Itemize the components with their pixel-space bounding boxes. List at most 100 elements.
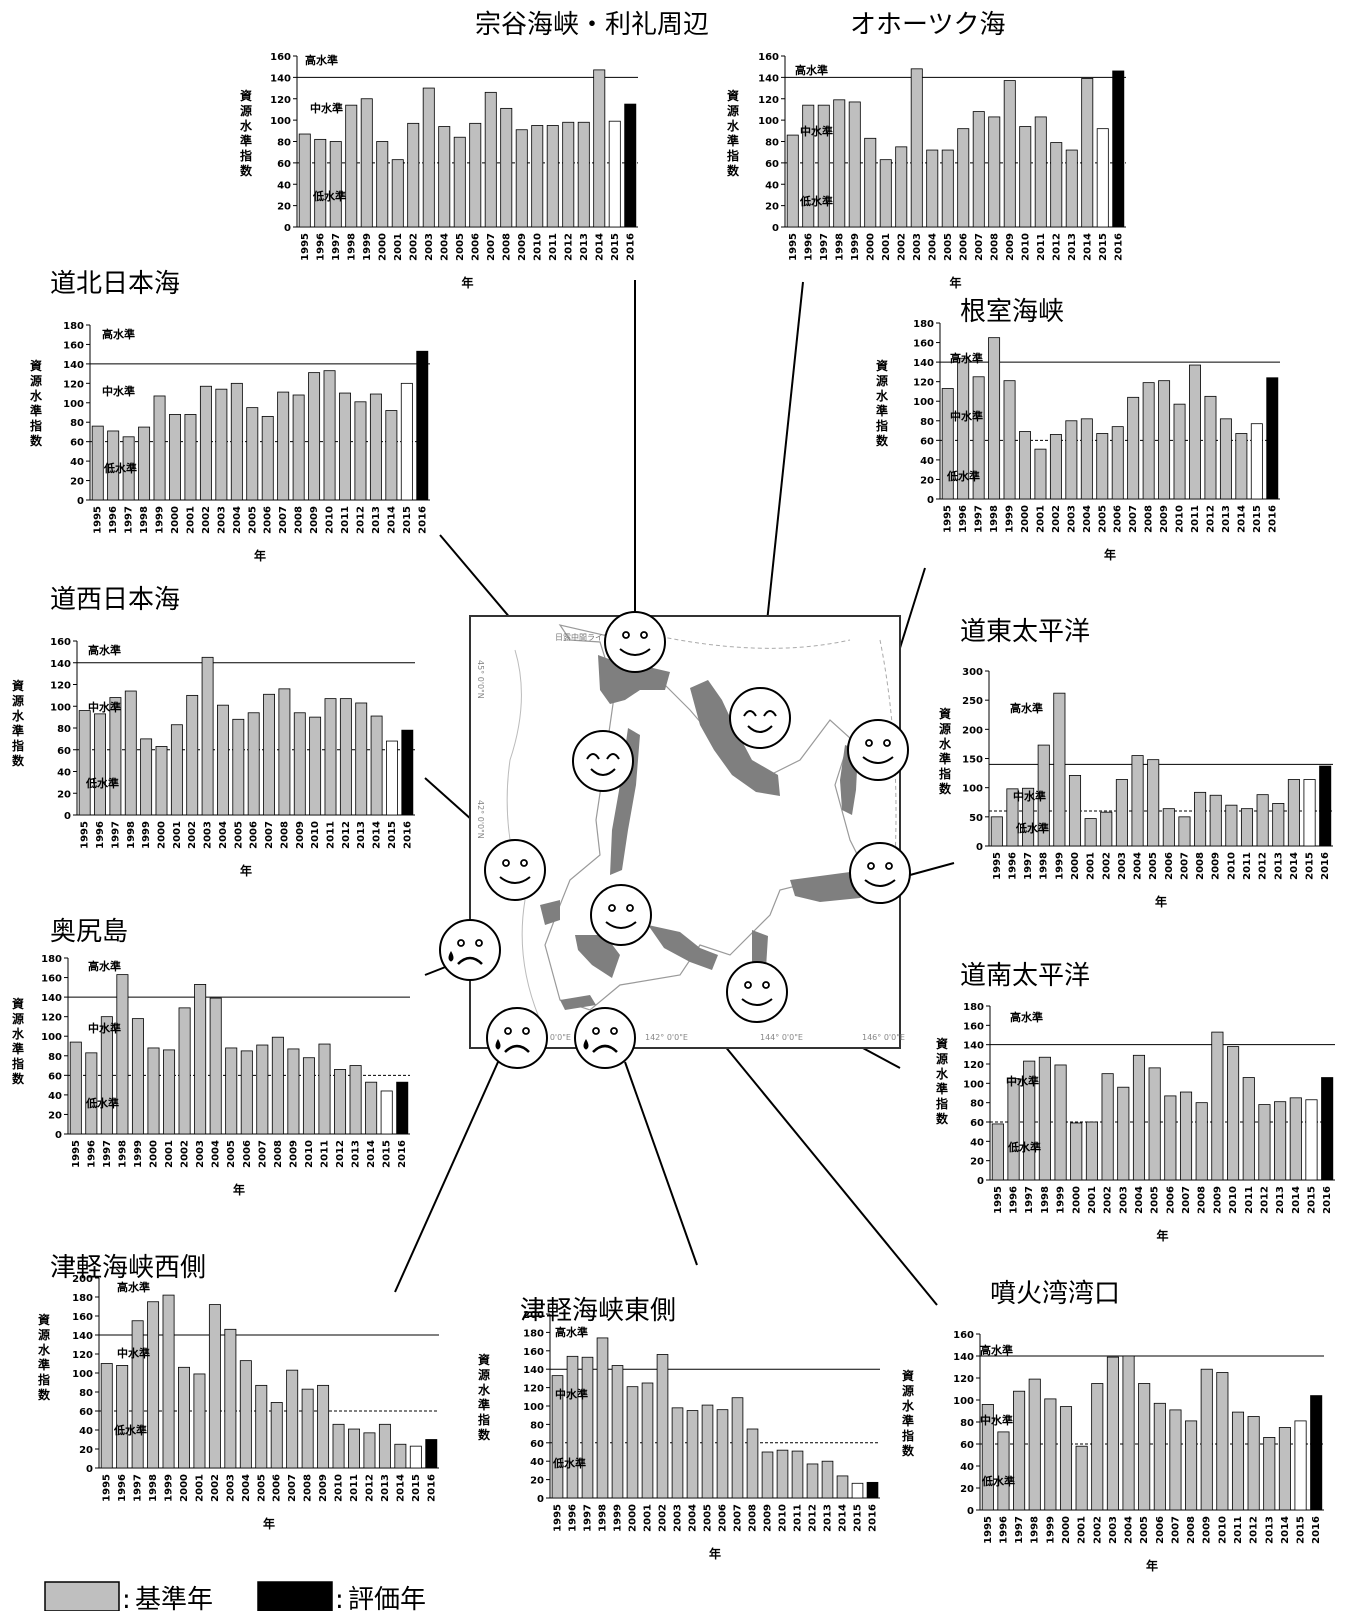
- bar-2015: [851, 1482, 864, 1499]
- bar-2016: [1310, 1395, 1323, 1511]
- bar-1996: [957, 357, 970, 500]
- level-label-low: 低水準: [85, 776, 119, 790]
- bar-2008: [271, 1036, 284, 1135]
- x-tick-label: 2000: [1071, 1186, 1082, 1214]
- x-tick-label: 2002: [408, 233, 419, 261]
- x-tick-label: 2003: [203, 821, 214, 849]
- x-tick-label: 2016: [868, 1504, 879, 1532]
- x-tick-label: 2010: [325, 506, 336, 534]
- x-tick-label: 2007: [1170, 1516, 1181, 1544]
- bar-2012: [354, 401, 367, 501]
- y-tick-label: 60: [277, 159, 291, 170]
- x-tick-label: 2011: [1242, 852, 1253, 880]
- x-tick-label: 2009: [1211, 852, 1222, 880]
- bar-2002: [895, 146, 908, 228]
- y-tick-label: 60: [970, 1118, 984, 1129]
- y-tick-label: 140: [72, 1331, 93, 1342]
- y-tick-label: 40: [530, 1457, 544, 1468]
- y-tick-label: 60: [530, 1439, 544, 1450]
- x-tick-label: 2004: [241, 1474, 252, 1502]
- face-smile-icon: [604, 611, 666, 673]
- y-tick-label: 160: [523, 1347, 544, 1358]
- x-tick-label: 1996: [86, 1140, 97, 1168]
- x-tick-label: 2006: [958, 233, 969, 261]
- x-tick-label: 2005: [943, 233, 954, 261]
- bar-2015: [1096, 128, 1109, 228]
- bar-1997: [1013, 1390, 1026, 1511]
- lon-tick-2: 142° 0'0"E: [645, 1033, 688, 1042]
- x-tick-label: 2008: [748, 1504, 759, 1532]
- level-label-mid: 中水準: [800, 124, 833, 138]
- x-tick-label: 2010: [334, 1474, 345, 1502]
- x-tick-label: 2001: [164, 1140, 175, 1168]
- y-tick-label: 180: [41, 954, 62, 965]
- bar-2016: [401, 729, 414, 816]
- face-sad-icon: [486, 1007, 548, 1069]
- y-tick-label: 20: [48, 1110, 62, 1121]
- x-tick-label: 2014: [594, 233, 605, 261]
- y-tick-label: 60: [79, 1407, 93, 1418]
- x-tick-label: 2015: [1306, 1186, 1317, 1214]
- bar-2004: [926, 149, 939, 228]
- bar-1995: [69, 1041, 82, 1135]
- bar-2001: [170, 724, 183, 816]
- y-tick-label: 100: [63, 399, 84, 410]
- level-label-mid: 中水準: [1013, 789, 1046, 803]
- x-tick-label: 2012: [1205, 505, 1216, 533]
- x-tick-label: 2010: [1217, 1516, 1228, 1544]
- x-tick-label: 2000: [1061, 1516, 1072, 1544]
- y-axis-label: 資源水準指数: [727, 88, 740, 178]
- legend: : 基準年 : 評価年: [44, 1581, 426, 1611]
- x-tick-label: 2007: [1128, 505, 1139, 533]
- y-tick-label: 0: [537, 1494, 544, 1505]
- bar-2002: [407, 122, 420, 228]
- chart-title: 道東太平洋: [960, 617, 1090, 647]
- bar-2004: [438, 126, 451, 228]
- y-tick-label: 300: [962, 667, 983, 678]
- bar-1998: [1038, 1056, 1051, 1181]
- bar-2007: [484, 91, 497, 228]
- bar-2001: [879, 159, 892, 228]
- y-tick-label: 160: [72, 1312, 93, 1323]
- x-tick-label: 1998: [139, 506, 150, 534]
- x-tick-label: 2016: [1320, 852, 1331, 880]
- y-tick-label: 140: [953, 1352, 974, 1363]
- x-tick-label: 2009: [1212, 1186, 1223, 1214]
- y-tick-label: 180: [72, 1293, 93, 1304]
- x-tick-label: 2015: [382, 1140, 393, 1168]
- x-tick-label: 2015: [1252, 505, 1263, 533]
- bar-2007: [1169, 1409, 1182, 1511]
- bar-2002: [208, 1304, 221, 1469]
- bar-2006: [957, 128, 970, 228]
- bar-2004: [217, 704, 229, 816]
- y-axis-label: 資源水準指数: [38, 1312, 51, 1402]
- x-tick-label: 2014: [395, 1474, 406, 1502]
- x-tick-label: 1999: [155, 506, 166, 534]
- x-tick-label: 2014: [838, 1504, 849, 1532]
- bar-2008: [1142, 382, 1155, 500]
- x-tick-label: 2001: [185, 506, 196, 534]
- y-tick-label: 40: [960, 1462, 974, 1473]
- y-tick-label: 40: [48, 1091, 62, 1102]
- bar-1997: [1022, 787, 1035, 847]
- y-tick-label: 160: [913, 339, 934, 350]
- bar-2006: [469, 122, 482, 228]
- x-tick-label: 2009: [763, 1504, 774, 1532]
- bar-2014: [1289, 1097, 1302, 1181]
- x-tick-label: 2009: [318, 1474, 329, 1502]
- bar-1995: [298, 133, 311, 228]
- x-tick-label: 1995: [93, 506, 104, 534]
- x-tick-label: 1997: [133, 1474, 144, 1502]
- legend-sep-2: :: [335, 1585, 344, 1611]
- bar-1998: [345, 104, 358, 228]
- bar-2004: [230, 382, 243, 501]
- x-tick-label: 2014: [386, 506, 397, 534]
- bar-2006: [270, 1402, 283, 1469]
- x-tick-label: 2002: [1092, 1516, 1103, 1544]
- x-tick-label: 2010: [1175, 505, 1186, 533]
- bar-1997: [122, 436, 135, 501]
